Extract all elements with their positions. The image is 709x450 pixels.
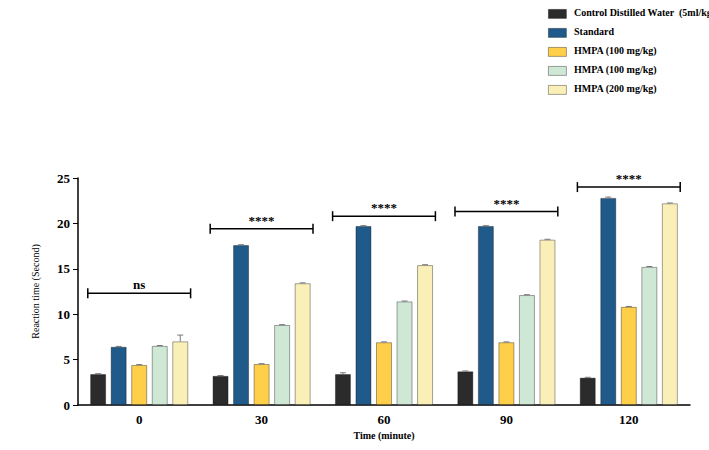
- svg-text:HMPA (100 mg/kg): HMPA (100 mg/kg): [574, 45, 657, 57]
- svg-text:5: 5: [64, 352, 71, 367]
- svg-text:60: 60: [378, 412, 391, 427]
- svg-text:0: 0: [136, 412, 143, 427]
- svg-text:****: ****: [493, 196, 519, 211]
- svg-text:****: ****: [616, 171, 642, 186]
- svg-text:0: 0: [64, 398, 71, 413]
- svg-text:HMPA (100 mg/kg): HMPA (100 mg/kg): [574, 64, 657, 76]
- svg-text:Reaction time (Second): Reaction time (Second): [30, 244, 42, 338]
- svg-text:****: ****: [371, 200, 397, 215]
- svg-text:25: 25: [57, 171, 71, 186]
- svg-text:ns: ns: [133, 277, 145, 292]
- svg-text:20: 20: [57, 216, 70, 231]
- svg-text:HMPA (200 mg/kg): HMPA (200 mg/kg): [574, 83, 657, 95]
- svg-text:Control Distilled Water (5ml/: Control Distilled Water (5ml/kg): [574, 7, 709, 19]
- svg-text:120: 120: [619, 412, 639, 427]
- svg-text:90: 90: [500, 412, 513, 427]
- svg-text:10: 10: [57, 307, 70, 322]
- svg-text:15: 15: [57, 261, 71, 276]
- svg-text:Time (minute): Time (minute): [353, 430, 414, 442]
- svg-text:****: ****: [249, 213, 275, 228]
- svg-text:30: 30: [255, 412, 268, 427]
- svg-text:Standard: Standard: [574, 26, 614, 37]
